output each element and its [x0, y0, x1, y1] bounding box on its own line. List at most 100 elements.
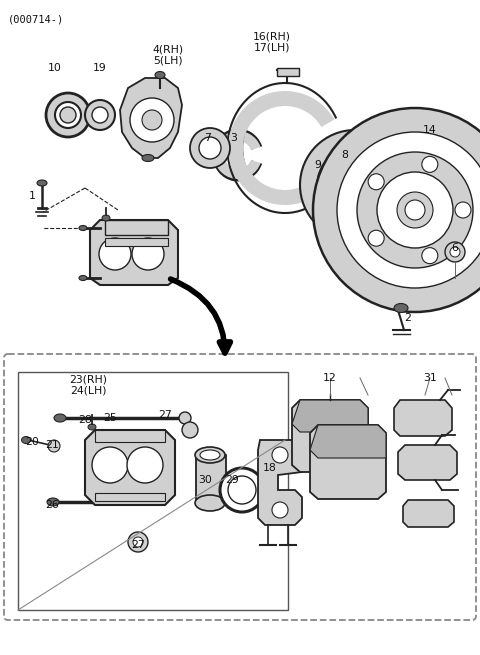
Polygon shape	[310, 425, 386, 458]
Ellipse shape	[88, 424, 96, 430]
Circle shape	[313, 108, 480, 312]
Text: 28: 28	[78, 415, 92, 425]
Circle shape	[220, 468, 264, 512]
Text: 21: 21	[45, 440, 59, 450]
Circle shape	[368, 174, 384, 190]
Polygon shape	[398, 445, 457, 480]
Ellipse shape	[47, 498, 59, 506]
Text: 8: 8	[342, 150, 348, 160]
Circle shape	[272, 447, 288, 463]
Circle shape	[199, 137, 221, 159]
Bar	[105, 238, 168, 246]
Ellipse shape	[102, 215, 110, 221]
Circle shape	[133, 537, 143, 547]
Circle shape	[326, 162, 336, 172]
Circle shape	[326, 198, 336, 208]
Ellipse shape	[54, 414, 66, 422]
Circle shape	[142, 110, 162, 130]
Bar	[18, 372, 288, 610]
Bar	[105, 220, 168, 235]
Circle shape	[228, 476, 256, 504]
Circle shape	[99, 238, 131, 270]
Polygon shape	[292, 400, 368, 432]
Circle shape	[132, 238, 164, 270]
Polygon shape	[310, 425, 386, 499]
Circle shape	[450, 247, 460, 257]
Circle shape	[179, 412, 191, 424]
Circle shape	[46, 93, 90, 137]
Ellipse shape	[394, 303, 408, 312]
Text: 20: 20	[25, 437, 39, 447]
Circle shape	[92, 447, 128, 483]
Bar	[95, 430, 165, 442]
Text: 29: 29	[225, 475, 239, 485]
Text: 9: 9	[314, 160, 322, 170]
Text: 25: 25	[103, 413, 117, 423]
Circle shape	[60, 107, 76, 123]
Circle shape	[445, 242, 465, 262]
FancyBboxPatch shape	[4, 354, 476, 620]
Text: 1: 1	[29, 191, 36, 201]
Ellipse shape	[142, 155, 154, 162]
FancyArrowPatch shape	[170, 279, 230, 353]
Polygon shape	[292, 400, 368, 472]
Text: 27: 27	[158, 410, 172, 420]
Circle shape	[377, 172, 453, 248]
Circle shape	[455, 202, 471, 218]
Ellipse shape	[195, 495, 225, 511]
Ellipse shape	[37, 180, 47, 186]
Circle shape	[128, 532, 148, 552]
Circle shape	[357, 152, 473, 268]
Ellipse shape	[315, 176, 325, 184]
Circle shape	[359, 151, 369, 162]
Circle shape	[422, 248, 438, 264]
Text: 31: 31	[423, 373, 437, 383]
Circle shape	[48, 440, 60, 452]
Circle shape	[127, 447, 163, 483]
Circle shape	[272, 502, 288, 518]
Text: 30: 30	[198, 475, 212, 485]
Ellipse shape	[79, 276, 87, 280]
Polygon shape	[85, 430, 175, 505]
Ellipse shape	[22, 436, 31, 443]
Ellipse shape	[200, 450, 220, 460]
Circle shape	[339, 169, 371, 201]
Polygon shape	[403, 500, 454, 527]
Text: 27: 27	[131, 540, 145, 550]
Text: 26: 26	[45, 500, 59, 510]
Text: 10: 10	[48, 63, 62, 73]
Circle shape	[347, 177, 363, 193]
Polygon shape	[90, 220, 178, 285]
Circle shape	[337, 132, 480, 288]
Circle shape	[182, 422, 198, 438]
Circle shape	[359, 208, 369, 219]
Circle shape	[397, 192, 433, 228]
Circle shape	[368, 230, 384, 246]
Wedge shape	[214, 131, 261, 179]
Text: 18: 18	[263, 463, 277, 473]
Circle shape	[422, 157, 438, 172]
Polygon shape	[120, 78, 182, 158]
Text: 4(RH)
5(LH): 4(RH) 5(LH)	[153, 44, 183, 66]
Circle shape	[130, 98, 174, 142]
Circle shape	[85, 100, 115, 130]
Text: (000714-): (000714-)	[8, 14, 64, 24]
Circle shape	[55, 102, 81, 128]
Wedge shape	[220, 468, 264, 512]
Text: 2: 2	[405, 313, 411, 323]
Text: 3: 3	[230, 133, 238, 143]
Wedge shape	[228, 91, 335, 205]
Circle shape	[92, 107, 108, 123]
Polygon shape	[258, 440, 308, 525]
Circle shape	[317, 147, 393, 223]
Circle shape	[405, 200, 425, 220]
Text: 6: 6	[452, 243, 458, 253]
Text: 12: 12	[323, 373, 337, 383]
Ellipse shape	[195, 447, 225, 463]
Bar	[196, 455, 226, 503]
Text: 23(RH)
24(LH): 23(RH) 24(LH)	[69, 374, 107, 396]
Circle shape	[380, 180, 390, 190]
Text: 16(RH)
17(LH): 16(RH) 17(LH)	[253, 31, 291, 53]
Text: 7: 7	[204, 133, 211, 143]
Polygon shape	[394, 400, 452, 436]
